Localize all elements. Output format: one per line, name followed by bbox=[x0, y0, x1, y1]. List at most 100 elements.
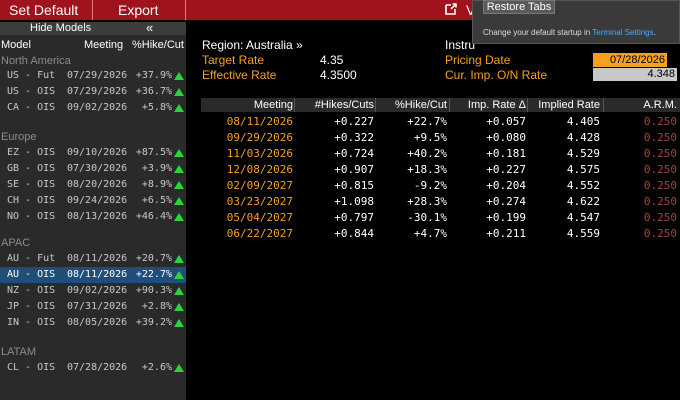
meeting-date: 07/31/2026 bbox=[67, 301, 128, 312]
meeting-date: 07/28/2026 bbox=[67, 362, 128, 373]
export-button[interactable]: Export bbox=[118, 2, 159, 18]
hikes-cuts-cell: +0.724 bbox=[334, 147, 374, 160]
models-sidebar: Hide Models « Model Meeting %Hike/Cut No… bbox=[0, 20, 186, 400]
hike-cut-cell: +40.2% bbox=[407, 147, 447, 160]
hikes-cuts-column-header[interactable]: #Hikes/Cuts bbox=[314, 99, 374, 111]
model-row[interactable]: AU - Fut 08/11/2026 +20.7% bbox=[0, 251, 186, 267]
model-name: SE - OIS bbox=[7, 179, 56, 190]
effective-rate-value: 4.3500 bbox=[320, 68, 357, 82]
external-link-icon[interactable] bbox=[444, 2, 458, 16]
model-row-selected[interactable]: AU - OIS 08/11/2026 +22.7% bbox=[0, 267, 186, 283]
imp-rate-delta-column-header[interactable]: Imp. Rate Δ bbox=[467, 99, 526, 111]
model-name: EZ - OIS bbox=[7, 147, 56, 158]
toolbar-partial-label: V bbox=[466, 2, 476, 18]
hikes-cuts-cell: +0.322 bbox=[334, 131, 374, 144]
hike-value: +5.8% bbox=[141, 102, 172, 113]
arm-cell: 0.250 bbox=[643, 115, 677, 128]
up-triangle-icon bbox=[174, 271, 184, 279]
model-row[interactable]: US - Fut 07/29/2026 +37.9% bbox=[0, 68, 186, 84]
table-row[interactable]: 11/03/2026 +0.724 +40.2% +0.181 4.529 0.… bbox=[201, 146, 680, 162]
table-row[interactable]: 08/11/2026 +0.227 +22.7% +0.057 4.405 0.… bbox=[201, 114, 680, 130]
up-triangle-icon bbox=[174, 255, 184, 263]
up-triangle-icon bbox=[174, 104, 184, 112]
implied-rate-cell: 4.575 bbox=[566, 163, 600, 176]
region-selector[interactable]: Region: Australia » bbox=[202, 38, 303, 52]
column-divider bbox=[449, 98, 450, 112]
restore-tabs-button[interactable]: Restore Tabs bbox=[483, 0, 555, 14]
model-name: CA - OIS bbox=[7, 102, 56, 113]
arm-cell: 0.250 bbox=[643, 147, 677, 160]
imp-rate-delta-cell: +0.227 bbox=[486, 163, 526, 176]
model-row[interactable]: EZ - OIS 09/10/2026 +87.5% bbox=[0, 145, 186, 161]
model-row[interactable]: CH - OIS 09/24/2026 +6.5% bbox=[0, 193, 186, 209]
pricing-date-input[interactable]: 07/28/2026 bbox=[593, 53, 667, 67]
startup-message-suffix: . bbox=[653, 28, 656, 37]
hide-models-bar[interactable]: Hide Models « bbox=[0, 20, 186, 35]
model-column-header[interactable]: Model bbox=[1, 39, 31, 51]
imp-rate-delta-cell: +0.057 bbox=[486, 115, 526, 128]
meeting-column-header[interactable]: Meeting bbox=[253, 99, 293, 111]
model-row[interactable]: NO - OIS 08/13/2026 +46.4% bbox=[0, 209, 186, 225]
hike-value: +39.2% bbox=[135, 317, 172, 328]
model-row[interactable]: US - OIS 07/29/2026 +36.7% bbox=[0, 84, 186, 100]
model-row[interactable]: SE - OIS 08/20/2026 +8.9% bbox=[0, 177, 186, 193]
model-row[interactable]: CL - OIS 07/28/2026 +2.6% bbox=[0, 360, 186, 376]
column-divider bbox=[375, 98, 376, 112]
up-triangle-icon bbox=[174, 303, 184, 311]
hike-cut-cell: +18.3% bbox=[407, 163, 447, 176]
hide-models-button[interactable]: Hide Models bbox=[30, 22, 92, 34]
arm-column-header[interactable]: A.R.M. bbox=[643, 99, 677, 111]
hike-value: +36.7% bbox=[135, 86, 172, 97]
hike-value: +22.7% bbox=[135, 269, 172, 280]
hike-value: +20.7% bbox=[135, 253, 172, 264]
implied-rate-cell: 4.529 bbox=[566, 147, 600, 160]
table-row[interactable]: 09/29/2026 +0.322 +9.5% +0.080 4.428 0.2… bbox=[201, 130, 680, 146]
startup-message: Change your default startup in Terminal … bbox=[483, 28, 656, 37]
implied-rate-cell: 4.547 bbox=[566, 211, 600, 224]
hike-value: +6.5% bbox=[141, 195, 172, 206]
table-row[interactable]: 06/22/2027 +0.844 +4.7% +0.211 4.559 0.2… bbox=[201, 226, 680, 242]
hike-column-header[interactable]: %Hike/Cut bbox=[132, 39, 184, 51]
model-row[interactable]: JP - OIS 07/31/2026 +2.8% bbox=[0, 299, 186, 315]
region-label-latam: LATAM bbox=[1, 346, 37, 358]
model-row[interactable]: GB - OIS 07/30/2026 +3.9% bbox=[0, 161, 186, 177]
cur-imp-rate-label: Cur. Imp. O/N Rate bbox=[445, 68, 548, 82]
hike-value: +46.4% bbox=[135, 211, 172, 222]
up-triangle-icon bbox=[174, 364, 184, 372]
hikes-cuts-cell: +1.098 bbox=[334, 195, 374, 208]
hike-cut-cell: -9.2% bbox=[413, 179, 447, 192]
restore-tabs-popup: Restore Tabs Change your default startup… bbox=[472, 0, 680, 44]
set-default-button[interactable]: Set Default bbox=[9, 2, 79, 18]
model-row[interactable]: NZ - OIS 09/02/2026 +90.3% bbox=[0, 283, 186, 299]
hike-cut-column-header[interactable]: %Hike/Cut bbox=[395, 99, 447, 111]
hike-cut-cell: -30.1% bbox=[407, 211, 447, 224]
terminal-settings-link[interactable]: Terminal Settings bbox=[592, 28, 654, 37]
pricing-date-label: Pricing Date bbox=[445, 53, 511, 67]
meeting-date-cell: 02/09/2027 bbox=[226, 179, 293, 192]
model-name: IN - OIS bbox=[7, 317, 56, 328]
up-triangle-icon bbox=[174, 181, 184, 189]
implied-rate-column-header[interactable]: Implied Rate bbox=[538, 99, 600, 111]
table-row[interactable]: 12/08/2026 +0.907 +18.3% +0.227 4.575 0.… bbox=[201, 162, 680, 178]
hike-value: +2.8% bbox=[141, 301, 172, 312]
model-name: NO - OIS bbox=[7, 211, 56, 222]
table-row[interactable]: 03/23/2027 +1.098 +28.3% +0.274 4.622 0.… bbox=[201, 194, 680, 210]
meeting-column-header[interactable]: Meeting bbox=[84, 39, 124, 51]
up-triangle-icon bbox=[174, 197, 184, 205]
arm-cell: 0.250 bbox=[643, 195, 677, 208]
table-row[interactable]: 02/09/2027 +0.815 -9.2% +0.204 4.552 0.2… bbox=[201, 178, 680, 194]
model-name: JP - OIS bbox=[7, 301, 56, 312]
model-row[interactable]: IN - OIS 08/05/2026 +39.2% bbox=[0, 315, 186, 331]
up-triangle-icon bbox=[174, 88, 184, 96]
table-row[interactable]: 05/04/2027 +0.797 -30.1% +0.199 4.547 0.… bbox=[201, 210, 680, 226]
hikes-cuts-cell: +0.907 bbox=[334, 163, 374, 176]
model-row[interactable]: CA - OIS 09/02/2026 +5.8% bbox=[0, 100, 186, 116]
region-label-north-america: North America bbox=[1, 55, 71, 67]
cur-imp-rate-value: 4.348 bbox=[593, 68, 677, 81]
collapse-icon[interactable]: « bbox=[146, 20, 154, 35]
hike-value: +8.9% bbox=[141, 179, 172, 190]
implied-rate-cell: 4.405 bbox=[566, 115, 600, 128]
hike-value: +90.3% bbox=[135, 285, 172, 296]
model-name: US - OIS bbox=[7, 86, 56, 97]
hike-cut-cell: +4.7% bbox=[413, 227, 447, 240]
